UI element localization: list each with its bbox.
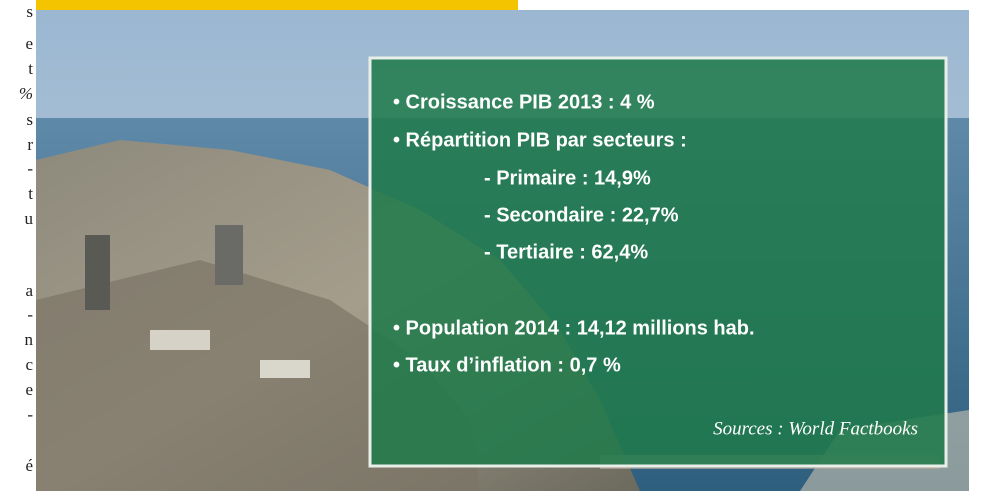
margin-fragment: r	[27, 135, 33, 154]
page-figure: • Croissance PIB 2013 : 4 % • Répartition…	[0, 0, 983, 491]
source-note: Sources : World Factbooks	[713, 418, 918, 439]
panel-item: - Secondaire : 22,7%	[484, 204, 679, 226]
info-panel	[370, 58, 946, 466]
margin-fragment: e	[25, 34, 33, 53]
margin-fragment: n	[25, 330, 34, 349]
margin-fragment: s	[26, 110, 33, 129]
margin-fragment: s	[26, 2, 33, 21]
margin-fragment: e	[25, 380, 33, 399]
margin-fragment: é	[25, 456, 33, 475]
panel-item: • Croissance PIB 2013 : 4 %	[393, 91, 655, 113]
margin-fragment: u	[25, 209, 34, 228]
panel-item: - Tertiaire : 62,4%	[484, 241, 648, 263]
panel-item: • Répartition PIB par secteurs :	[393, 129, 687, 151]
margin-fragment: -	[27, 405, 33, 424]
margin-fragment: c	[25, 355, 33, 374]
panel-item: • Taux d’inflation : 0,7 %	[393, 354, 621, 376]
panel-item: • Population 2014 : 14,12 millions hab.	[393, 317, 755, 339]
panel-item: - Primaire : 14,9%	[484, 167, 651, 189]
page: • Croissance PIB 2013 : 4 % • Répartition…	[0, 0, 983, 491]
cropped-text-column: set%sr-tua-nce-é	[19, 2, 34, 475]
margin-fragment: -	[27, 159, 33, 178]
top-bar	[36, 0, 518, 10]
margin-fragment: -	[27, 305, 33, 324]
margin-fragment: a	[25, 281, 33, 300]
margin-fragment: t	[28, 184, 33, 203]
margin-fragment: t	[28, 59, 33, 78]
margin-fragment: %	[19, 84, 33, 103]
